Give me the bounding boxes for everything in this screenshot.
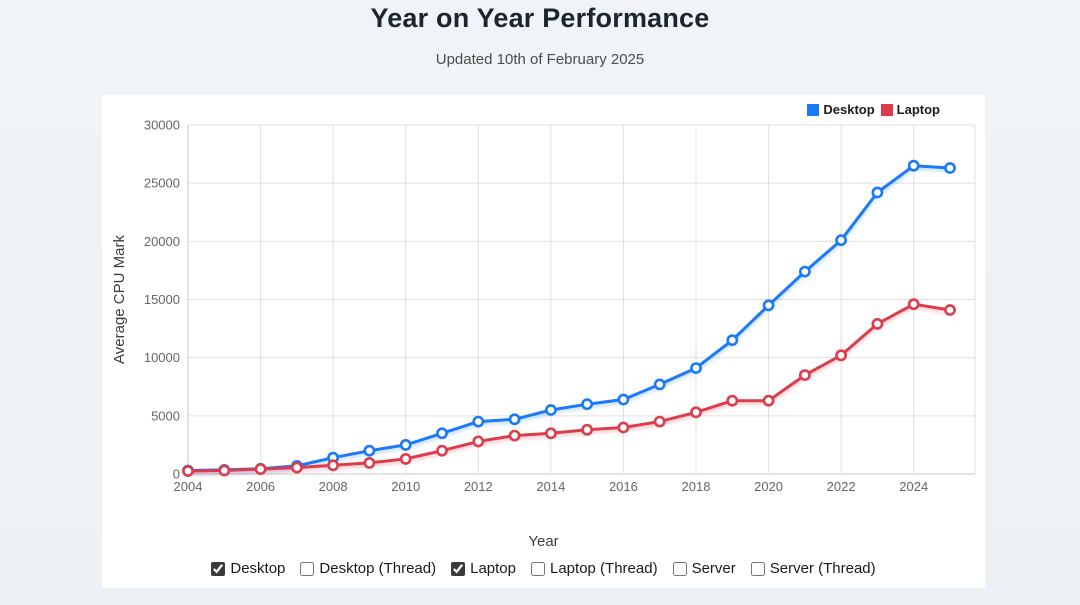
desktop-point-2017 [653,378,666,391]
x-tick-label: 2024 [899,479,928,494]
x-tick-label: 2020 [754,479,783,494]
line-chart: 0 5000 10000 15000 20000 25000 30000 2004 2006 20… [111,118,976,494]
x-tick-label: 2004 [174,479,203,494]
page-subtitle: Updated 10th of February 2025 [435,51,645,68]
checkbox-laptop[interactable] [451,561,466,576]
checkbox-label: Laptop (Thread) [550,560,658,577]
filter-desktop[interactable]: Desktop [211,560,285,577]
x-tick-label: 2018 [682,479,711,494]
filter-server-thread[interactable]: Server (Thread) [750,560,876,577]
desktop-point-2018 [690,362,702,374]
y-tick-label: 15000 [144,292,180,307]
legend-label-desktop: Desktop [823,102,875,117]
desktop-line [186,164,952,472]
x-axis-title: Year [528,533,559,550]
laptop-point-2023 [871,317,884,330]
x-tick-label: 2008 [319,479,348,494]
laptop-point-2009 [363,456,376,469]
laptop-point-2013 [508,429,521,442]
laptop-point-2011 [436,444,448,457]
desktop-point-2020 [762,299,775,312]
legend-item-desktop[interactable]: Desktop [807,102,875,117]
desktop-point-2014 [544,404,557,416]
x-tick-label: 2012 [464,479,493,494]
laptop-point-2020 [762,394,775,407]
laptop-point-2008 [327,459,339,472]
checkbox-server[interactable] [672,561,687,576]
desktop-point-2013 [508,413,521,426]
laptop-point-2015 [581,423,593,436]
desktop-point-2022 [835,234,847,247]
legend-item-laptop[interactable]: Laptop [880,102,940,117]
x-tick-label: 2010 [391,479,420,494]
desktop-point-2024 [907,159,920,172]
checkbox-label: Desktop (Thread) [319,560,437,577]
checkbox-label: Laptop [470,560,516,577]
laptop-point-2006 [254,463,267,475]
desktop-legend-swatch-icon [807,103,820,116]
desktop-point-2009 [363,444,376,457]
page-title: Year on Year Performance [370,3,710,33]
y-tick-label: 30000 [144,118,180,133]
laptop-point-2025 [944,304,956,316]
laptop-point-2014 [544,427,557,440]
laptop-line [186,302,952,473]
checkbox-label: Server [691,560,736,577]
laptop-point-2021 [799,369,811,381]
laptop-point-2010 [399,452,412,465]
laptop-point-2018 [690,406,702,419]
y-axis-title: Average CPU Mark [111,235,128,364]
laptop-point-2019 [726,394,739,407]
laptop-point-2012 [472,435,485,448]
series-filter-row: Desktop Desktop (Thread) Laptop Laptop (… [102,560,985,577]
desktop-point-2010 [399,438,412,451]
desktop-point-2023 [871,186,884,199]
y-tick-label: 20000 [144,234,180,249]
checkbox-server-thread[interactable] [750,561,765,576]
checkbox-desktop[interactable] [211,561,226,576]
laptop-point-2017 [653,415,666,428]
checkbox-label: Server (Thread) [769,560,876,577]
laptop-point-2005 [218,464,231,477]
laptop-point-2022 [835,349,847,362]
y-tick-label: 5000 [151,408,180,423]
desktop-point-2019 [726,334,739,347]
y-tick-label: 0 [173,467,180,482]
filter-server[interactable]: Server [672,560,736,577]
chart-legend: Desktop Laptop [807,102,940,117]
legend-label-laptop: Laptop [896,102,940,117]
laptop-point-2007 [290,461,303,474]
filter-desktop-thread[interactable]: Desktop (Thread) [300,560,436,577]
laptop-point-2016 [617,421,630,434]
checkbox-label: Desktop [230,560,286,577]
chart-panel: Desktop Laptop 0 5000 10000 15000 20000 25000… [102,95,985,588]
desktop-point-2025 [944,162,956,174]
checkbox-laptop-thread[interactable] [531,561,545,576]
y-tick-label: 25000 [144,176,180,191]
x-tick-label: 2006 [246,479,275,494]
filter-laptop-thread[interactable]: Laptop (Thread) [531,560,658,577]
x-tick-label: 2022 [827,479,856,494]
desktop-point-2011 [436,427,448,440]
desktop-point-2016 [617,393,630,406]
desktop-point-2012 [472,415,485,428]
filter-laptop[interactable]: Laptop [451,560,516,577]
desktop-point-2021 [799,265,811,278]
desktop-point-2015 [581,398,593,411]
x-tick-label: 2016 [609,479,638,494]
x-tick-label: 2014 [536,479,565,494]
laptop-point-2024 [907,298,920,311]
y-tick-label: 10000 [144,350,180,365]
laptop-point-2004 [182,465,194,477]
checkbox-desktop-thread[interactable] [300,561,315,576]
laptop-legend-swatch-icon [880,103,893,116]
